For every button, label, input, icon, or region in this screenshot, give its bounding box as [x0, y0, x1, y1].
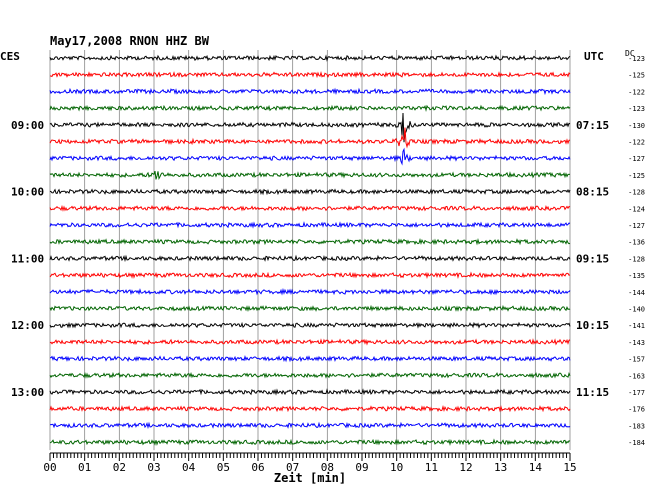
trace-row-10: [49, 221, 571, 229]
offset-value: -136: [628, 239, 645, 247]
x-tick-label: 06: [251, 461, 264, 474]
offset-value: -124: [628, 205, 645, 213]
left-time-label: 12:00: [11, 319, 44, 332]
x-tick-label: 05: [217, 461, 230, 474]
trace-row-15: [49, 304, 571, 312]
x-tick-label: 14: [529, 461, 543, 474]
trace-row-18: [50, 355, 571, 363]
chart-title: May17,2008 RNON HHZ BW: [50, 34, 210, 48]
offset-value: -177: [628, 389, 645, 397]
trace-row-12: [49, 254, 571, 263]
offset-value: -183: [628, 422, 645, 430]
x-tick-label: 07: [286, 461, 299, 474]
trace-row-6: [49, 147, 571, 166]
x-tick-label: 10: [390, 461, 403, 474]
x-tick-label: 04: [182, 461, 196, 474]
traces: [49, 54, 571, 446]
right-time-label: 08:15: [576, 186, 609, 199]
right-time-label: 10:15: [576, 319, 609, 332]
trace-row-13: [49, 271, 571, 279]
x-tick-label: 13: [494, 461, 507, 474]
x-tick-label: 02: [113, 461, 126, 474]
trace-row-22: [49, 421, 571, 430]
trace-row-19: [49, 371, 571, 379]
left-zone-label: CES: [0, 50, 20, 63]
trace-row-20: [49, 388, 571, 396]
trace-row-16: [49, 321, 571, 329]
right-time-label: 09:15: [576, 252, 609, 265]
trace-row-8: [49, 188, 571, 196]
trace-row-0: [49, 54, 571, 62]
labels: May17,2008 RNON HHZ BW CES UTC DC Zeit […: [0, 34, 645, 485]
offset-value: -141: [628, 322, 645, 330]
trace-row-11: [49, 238, 571, 246]
offset-value: -122: [628, 139, 645, 147]
offset-label: DC: [625, 49, 635, 58]
offset-value: -130: [628, 122, 645, 130]
x-tick-label: 11: [425, 461, 438, 474]
trace-row-7: [49, 170, 571, 181]
trace-row-23: [49, 438, 571, 446]
left-time-label: 11:00: [11, 252, 44, 265]
right-zone-label: UTC: [584, 50, 604, 63]
trace-row-14: [49, 287, 571, 296]
right-time-label: 07:15: [576, 119, 609, 132]
offset-value: -135: [628, 272, 645, 280]
right-time-label: 11:15: [576, 386, 609, 399]
offset-value: -176: [628, 406, 645, 414]
left-time-label: 09:00: [11, 119, 44, 132]
offset-value: -127: [628, 222, 645, 230]
grid: [49, 50, 571, 451]
trace-row-1: [50, 70, 571, 79]
offset-value: -128: [628, 189, 645, 197]
offset-value: -122: [628, 88, 645, 96]
x-axis: 00 01 02 03 04 05 06 07 08 09 10 11 12 13 14 15: [43, 452, 577, 474]
x-tick-label: 09: [355, 461, 368, 474]
left-time-label: 10:00: [11, 186, 44, 199]
offset-value: -143: [628, 339, 645, 347]
x-tick-label: 03: [147, 461, 160, 474]
offset-value: -123: [628, 105, 645, 113]
offset-value: -144: [628, 289, 645, 297]
x-tick-label: 12: [459, 461, 472, 474]
trace-row-3: [49, 104, 571, 112]
trace-row-5: [49, 127, 571, 149]
x-tick-label: 00: [43, 461, 56, 474]
trace-row-17: [49, 338, 571, 346]
offset-value: -163: [628, 372, 645, 380]
x-tick-label: 15: [563, 461, 576, 474]
offset-value: -127: [628, 155, 645, 163]
offset-value: -157: [628, 356, 645, 364]
x-tick-label: 08: [321, 461, 334, 474]
offset-value: -140: [628, 306, 645, 314]
x-axis-label: Zeit [min]: [274, 471, 346, 485]
trace-row-9: [49, 204, 571, 212]
left-time-label: 13:00: [11, 386, 44, 399]
offset-value: -125: [628, 172, 645, 180]
x-tick-label: 01: [78, 461, 91, 474]
trace-row-4: [49, 112, 571, 143]
offset-value: -123: [628, 55, 645, 63]
offset-value: -184: [628, 439, 645, 447]
trace-row-21: [49, 405, 571, 413]
trace-row-2: [49, 87, 571, 96]
offset-value: -128: [628, 255, 645, 263]
offset-value: -125: [628, 72, 645, 80]
